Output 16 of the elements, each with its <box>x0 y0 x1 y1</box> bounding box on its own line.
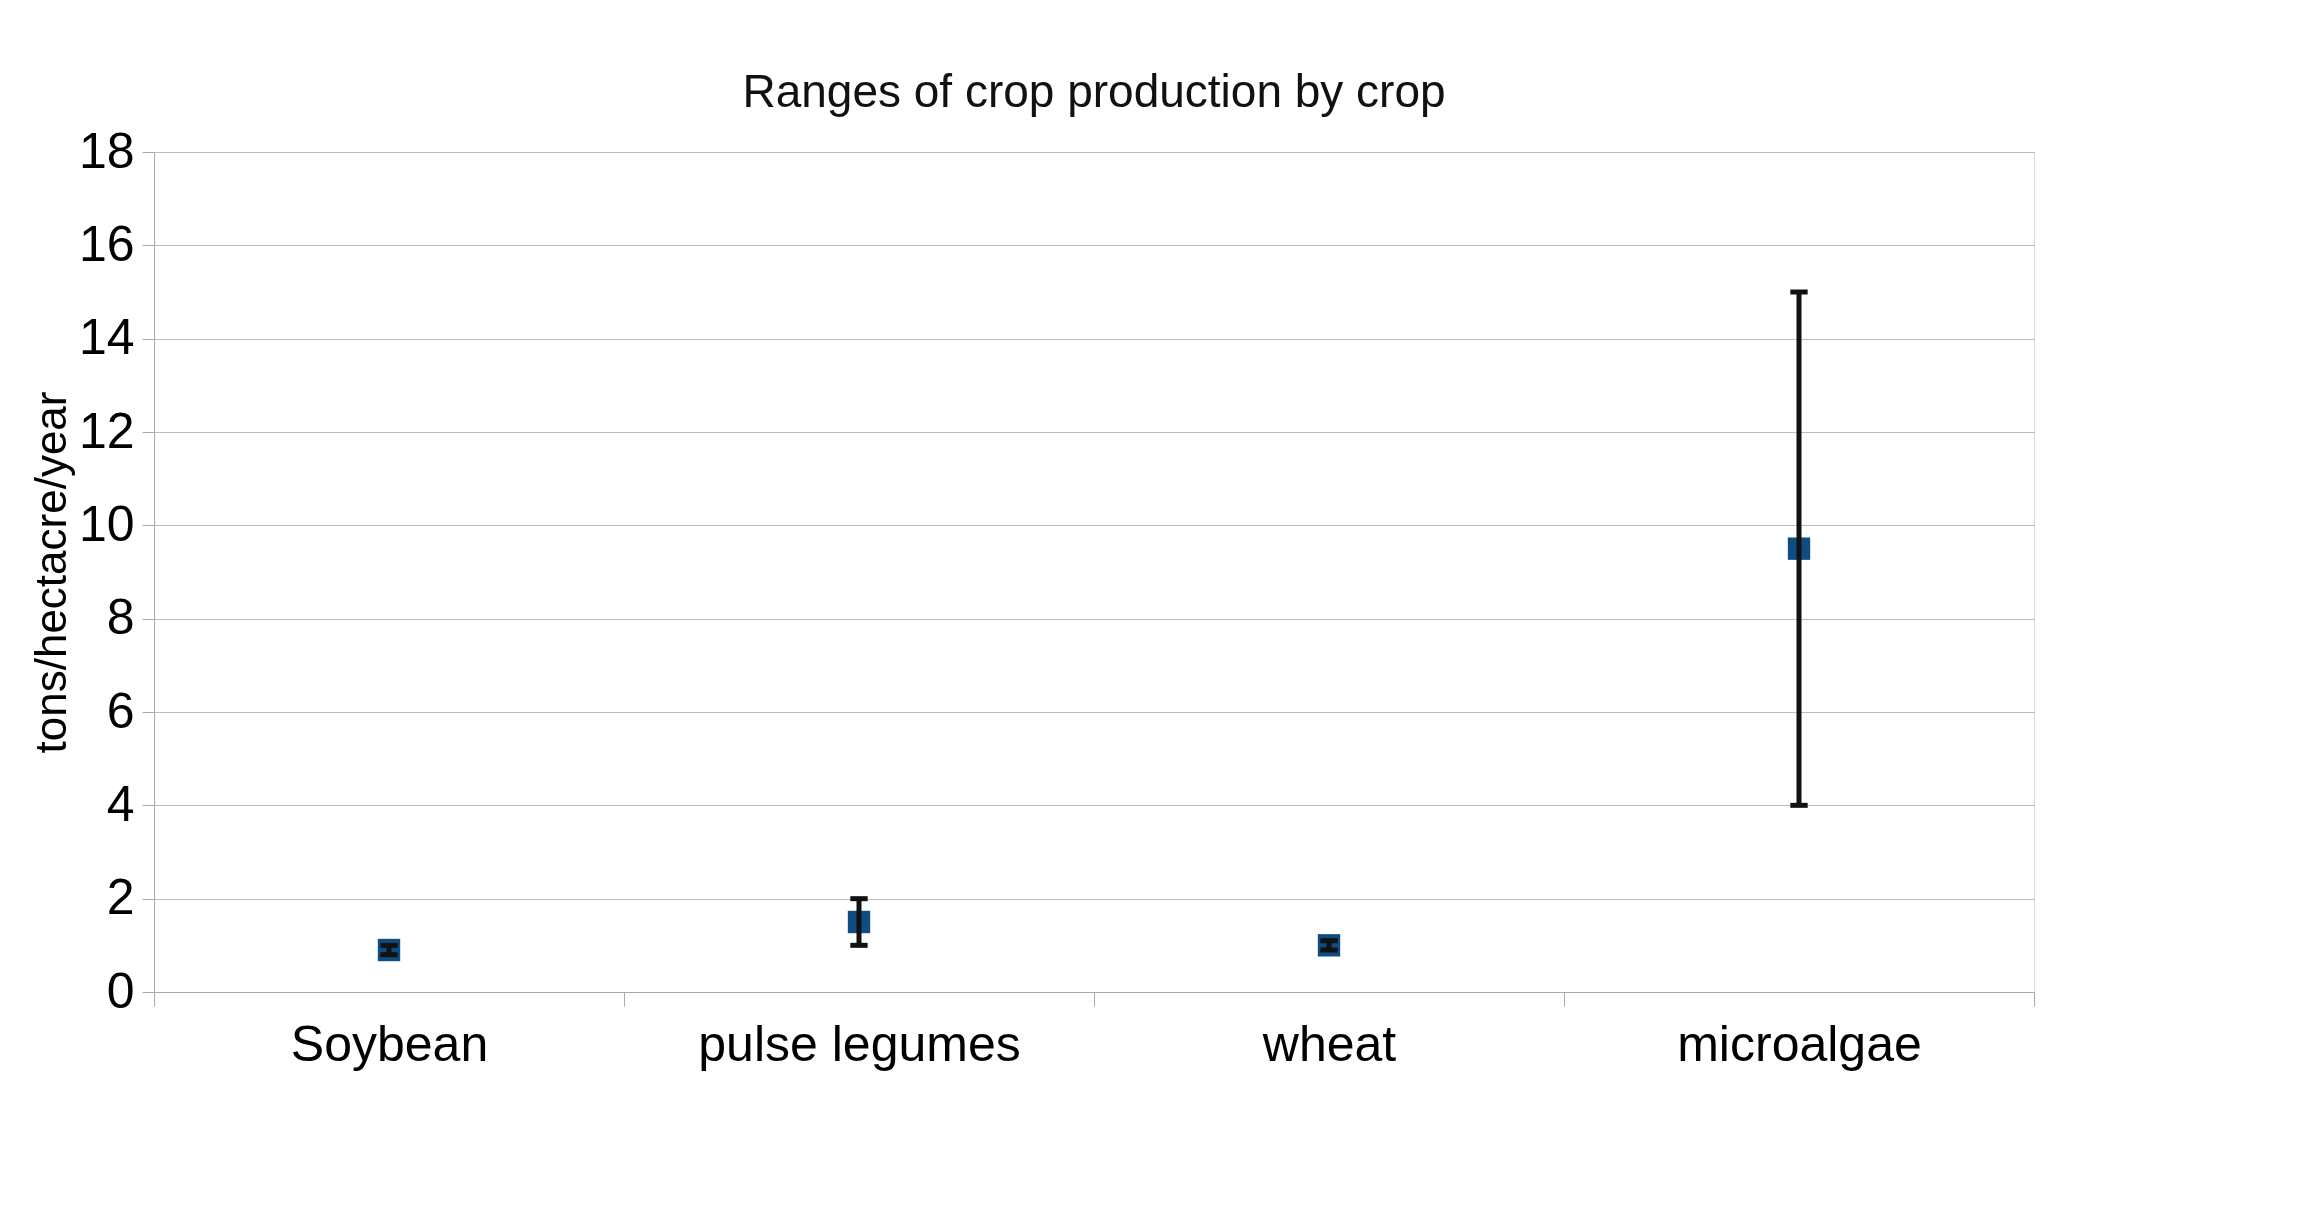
y-tick-label: 4 <box>106 775 135 832</box>
y-tick-label: 8 <box>106 589 135 646</box>
y-tick-label: 18 <box>78 122 135 179</box>
x-tick-label: microalgae <box>1677 1015 1922 1072</box>
y-tick-label: 16 <box>78 215 135 272</box>
y-tick-label: 14 <box>78 309 135 366</box>
y-tick-label: 2 <box>106 869 135 926</box>
y-tick-label: 12 <box>78 402 135 459</box>
y-tick-label: 6 <box>106 682 135 739</box>
y-axis-title: tons/hectacre/year <box>25 391 75 754</box>
y-tick-label: 10 <box>78 495 135 552</box>
x-tick-label: Soybean <box>290 1015 489 1072</box>
x-tick-label: pulse legumes <box>698 1015 1021 1072</box>
y-tick-label: 0 <box>106 962 135 1019</box>
chart-title: Ranges of crop production by crop <box>742 65 1446 117</box>
x-tick-label: wheat <box>1261 1015 1397 1072</box>
